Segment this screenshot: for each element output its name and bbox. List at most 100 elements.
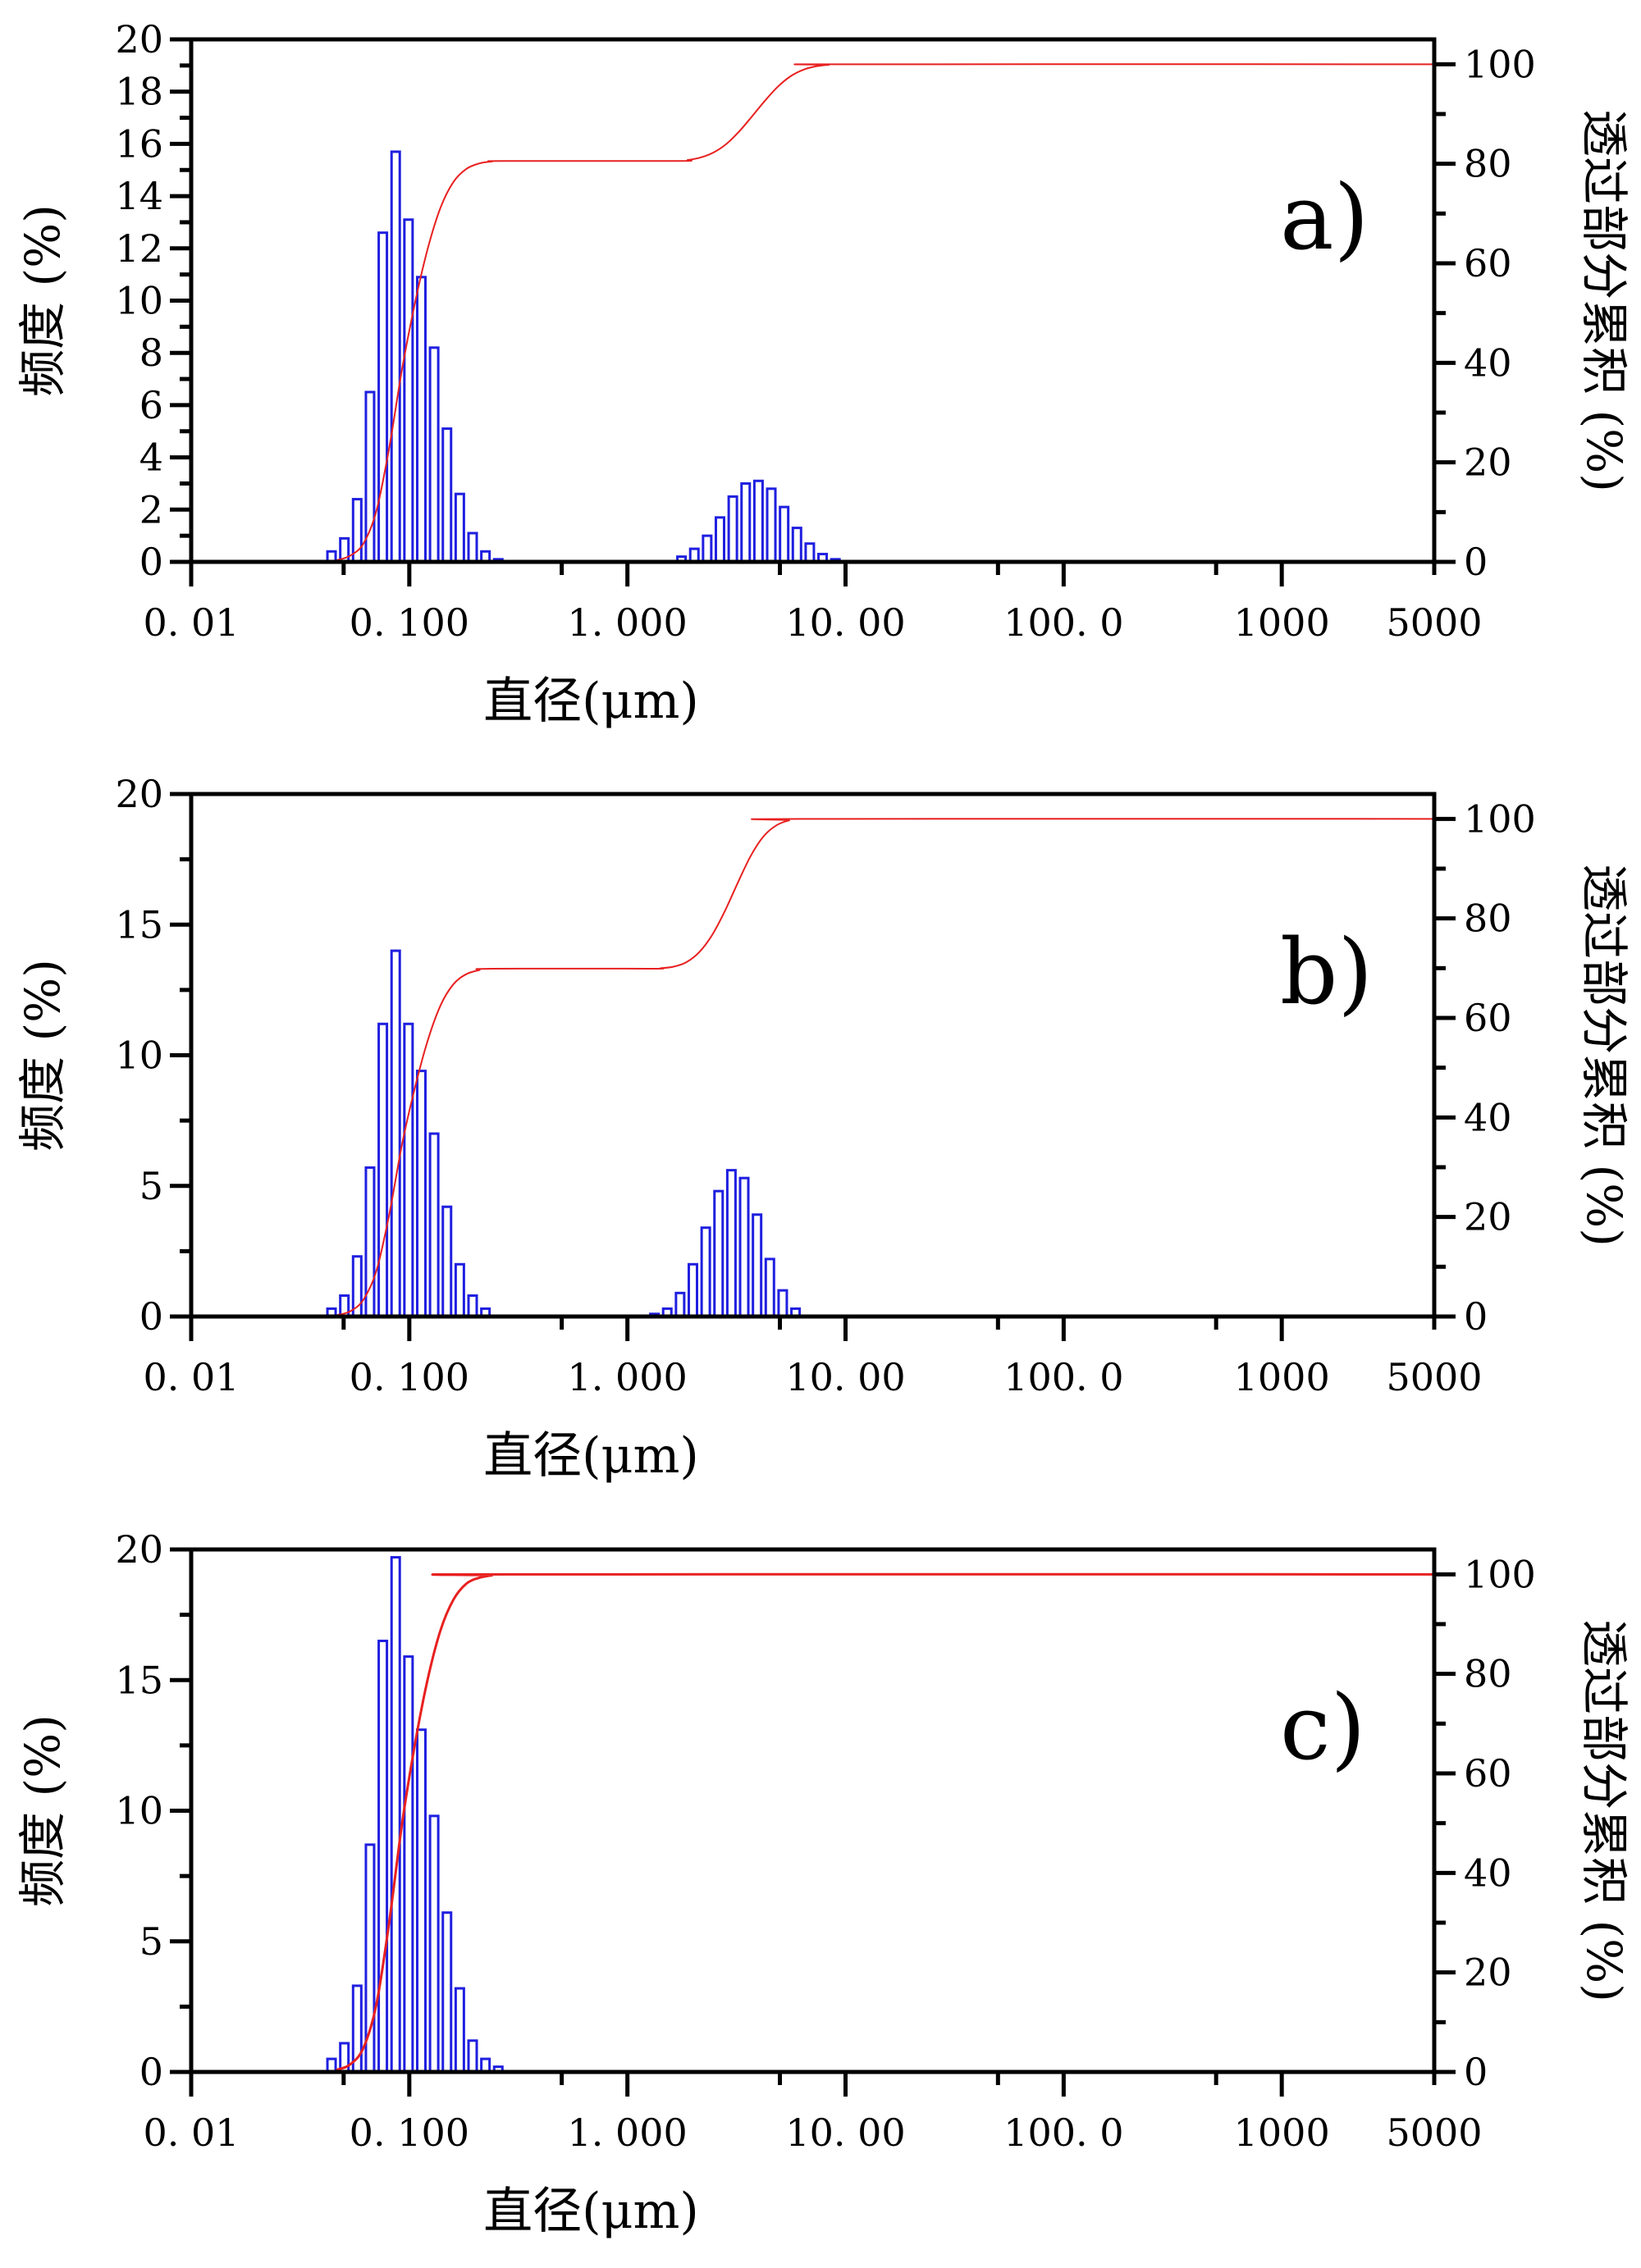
- y2-tick-label: 60: [1464, 1751, 1512, 1796]
- frequency-bar: [441, 1911, 453, 2074]
- panel-label: a): [1280, 165, 1369, 270]
- x-tick-label: 5000: [1386, 1355, 1482, 1399]
- x-tick-label: 100. 0: [1003, 1355, 1123, 1399]
- frequency-bar: [674, 1291, 686, 1318]
- frequency-bar: [713, 1189, 725, 1318]
- panel-label: b): [1280, 920, 1373, 1024]
- x-tick-label: 0. 01: [143, 1355, 239, 1399]
- chart-panel-b: 0 5 10 15 20 0 20 40 60 80 100 0. 01 0. 100 1. 000 10.…: [15, 772, 1632, 1485]
- y-axis-title: 频度 (%): [15, 1714, 71, 1907]
- cumulative-curve: [190, 1572, 1435, 2074]
- x-tick-label: 0. 100: [350, 1355, 469, 1399]
- y-tick-label: 2: [139, 487, 163, 532]
- frequency-bar: [700, 1226, 711, 1318]
- frequency-bar: [454, 492, 465, 564]
- y2-axis-title: 透过部分累积 (%): [1576, 864, 1632, 1247]
- y-tick-label: 10: [115, 279, 163, 323]
- frequency-bar: [415, 276, 427, 564]
- frequency-bar: [390, 150, 401, 564]
- frequency-bar: [687, 1262, 698, 1318]
- y2-axis-title: 透过部分累积 (%): [1576, 1619, 1632, 2002]
- y-tick-label: 10: [115, 1034, 163, 1078]
- frequency-bar: [777, 1289, 789, 1318]
- y2-tick-label: 80: [1464, 1652, 1512, 1696]
- x-tick-label: 10. 00: [785, 600, 905, 645]
- x-tick-label: 0. 01: [143, 2111, 239, 2155]
- frequency-bar: [390, 949, 401, 1318]
- y2-tick-label: 40: [1464, 1850, 1512, 1895]
- y2-tick-label: 40: [1464, 1095, 1512, 1139]
- frequency-bar: [377, 1022, 389, 1318]
- y-tick-label: 15: [115, 902, 163, 947]
- frequency-bar: [727, 495, 738, 564]
- y-tick-label: 5: [139, 1919, 163, 1964]
- frequency-bar: [454, 1262, 465, 1318]
- frequency-bar: [740, 481, 752, 564]
- y-tick-label: 15: [115, 1658, 163, 1702]
- x-tick-label: 100. 0: [1003, 2111, 1123, 2155]
- y-tick-label: 20: [115, 772, 163, 816]
- x-tick-label: 1000: [1234, 600, 1330, 645]
- frequency-bar: [415, 1728, 427, 2074]
- y-tick-label: 12: [115, 226, 163, 271]
- y2-tick-label: 80: [1464, 142, 1512, 186]
- frequency-bar: [738, 1176, 750, 1318]
- y-tick-label: 5: [139, 1164, 163, 1208]
- frequency-bar: [428, 346, 440, 564]
- frequency-bar: [441, 1205, 453, 1318]
- x-axis-title: 直径(μm): [483, 2183, 699, 2240]
- x-tick-label: 10. 00: [785, 2111, 905, 2155]
- y-tick-label: 20: [115, 1527, 163, 1572]
- frequency-bar: [441, 427, 453, 564]
- y2-tick-label: 60: [1464, 241, 1512, 285]
- frequency-bar: [428, 1132, 440, 1318]
- y2-tick-label: 0: [1464, 1294, 1488, 1339]
- frequency-bar: [403, 1655, 414, 2074]
- y-tick-label: 16: [115, 121, 163, 166]
- x-tick-label: 1000: [1234, 1355, 1330, 1399]
- frequency-bar: [779, 505, 790, 564]
- chart-panel-a: 0 2 4 6 8 10 12 14 16 18 20 0 20 40 60 80 100 0. 01 0. 100…: [15, 17, 1632, 730]
- y-tick-label: 0: [139, 1294, 163, 1339]
- y-axis-title: 频度 (%): [15, 204, 71, 397]
- frequency-bar: [725, 1169, 737, 1318]
- x-axis-title: 直径(μm): [483, 1427, 699, 1485]
- y-axis-title: 频度 (%): [15, 959, 71, 1152]
- y2-tick-label: 40: [1464, 340, 1512, 385]
- x-tick-label: 1. 000: [568, 1355, 688, 1399]
- y-tick-label: 10: [115, 1789, 163, 1833]
- y2-tick-label: 100: [1464, 42, 1536, 86]
- frequency-bar: [714, 516, 725, 564]
- y-tick-label: 0: [139, 2050, 163, 2094]
- y-tick-label: 18: [115, 70, 163, 114]
- cumulative-curve: [190, 63, 1435, 564]
- frequency-bar: [467, 532, 478, 564]
- frequency-bar: [467, 1294, 478, 1318]
- y2-tick-label: 20: [1464, 440, 1512, 485]
- y-tick-label: 4: [139, 436, 163, 480]
- frequency-bar: [454, 1987, 465, 2074]
- frequency-bar: [377, 231, 389, 564]
- y2-tick-label: 100: [1464, 1552, 1536, 1596]
- x-tick-label: 0. 01: [143, 600, 239, 645]
- y-tick-label: 14: [115, 174, 163, 218]
- y-tick-label: 0: [139, 540, 163, 584]
- y2-tick-label: 20: [1464, 1951, 1512, 1995]
- cumulative-curve: [190, 818, 1435, 1318]
- y2-tick-label: 100: [1464, 796, 1536, 841]
- panel-label: c): [1280, 1675, 1366, 1780]
- y2-tick-label: 60: [1464, 996, 1512, 1040]
- y2-tick-label: 20: [1464, 1195, 1512, 1239]
- frequency-bar: [804, 542, 816, 564]
- y2-axis-title: 透过部分累积 (%): [1576, 109, 1632, 492]
- frequency-bar: [390, 1556, 401, 2074]
- y-tick-label: 8: [139, 331, 163, 375]
- x-tick-label: 0. 100: [350, 600, 469, 645]
- x-axis-title: 直径(μm): [483, 673, 699, 730]
- y-tick-label: 20: [115, 17, 163, 62]
- frequency-bar: [702, 534, 713, 564]
- frequency-bar: [752, 1213, 763, 1318]
- x-tick-label: 1. 000: [568, 600, 688, 645]
- y2-tick-label: 0: [1464, 2050, 1488, 2094]
- x-tick-label: 5000: [1386, 600, 1482, 645]
